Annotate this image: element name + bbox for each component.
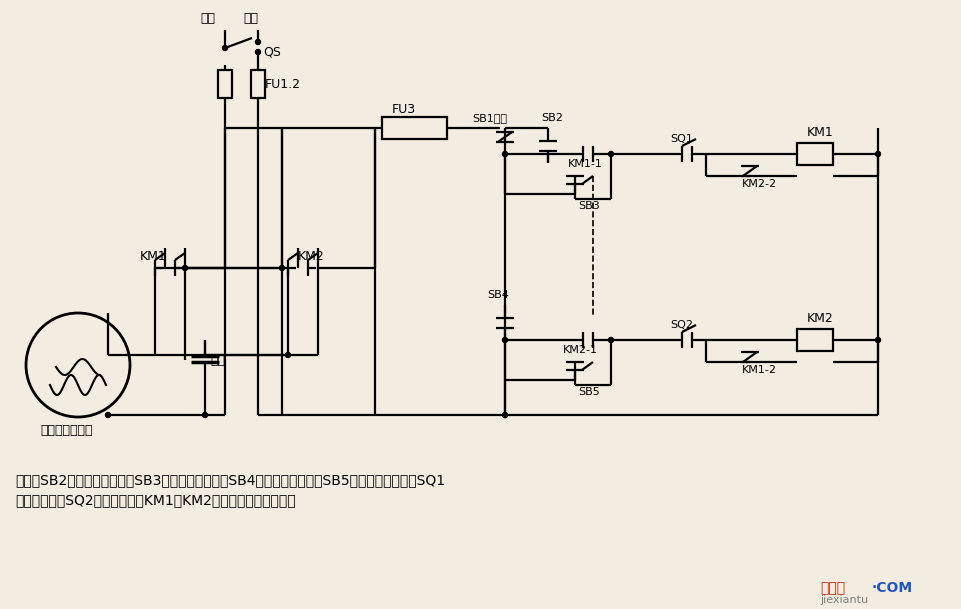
Text: FU3: FU3 <box>391 102 416 116</box>
Bar <box>218 70 232 98</box>
Text: ·COM: ·COM <box>871 581 912 595</box>
Circle shape <box>608 152 613 157</box>
Text: SB5: SB5 <box>578 387 599 397</box>
Text: SB3: SB3 <box>578 201 599 211</box>
Text: SB1停止: SB1停止 <box>472 113 506 123</box>
Text: QS: QS <box>262 46 281 58</box>
Bar <box>796 143 832 165</box>
Circle shape <box>280 266 284 270</box>
Circle shape <box>183 266 187 270</box>
Circle shape <box>502 152 507 157</box>
Text: SQ1: SQ1 <box>669 134 692 144</box>
Text: 为最高限位，SQ2为最低限位。KM1、KM2可用中间继电器代替。: 为最高限位，SQ2为最低限位。KM1、KM2可用中间继电器代替。 <box>15 493 295 507</box>
Text: KM2-2: KM2-2 <box>741 179 776 189</box>
Text: SB2: SB2 <box>540 113 562 123</box>
Bar <box>382 117 447 139</box>
Bar <box>251 70 264 98</box>
Text: KM1: KM1 <box>806 125 833 138</box>
Text: KM1: KM1 <box>140 250 166 262</box>
Text: 说明：SB2为上升启动按鈕，SB3为上升点动按鈕，SB4为下降启动按鈕，SB5为下降点动按鈕；SQ1: 说明：SB2为上升启动按鈕，SB3为上升点动按鈕，SB4为下降启动按鈕，SB5为… <box>15 473 445 487</box>
Circle shape <box>256 49 260 54</box>
Text: KM2: KM2 <box>298 250 325 262</box>
Bar <box>796 329 832 351</box>
Text: KM1-1: KM1-1 <box>567 159 603 169</box>
Circle shape <box>875 337 879 342</box>
Circle shape <box>106 412 111 418</box>
Text: 接线图: 接线图 <box>819 581 845 595</box>
Circle shape <box>502 412 507 418</box>
Text: KM2-1: KM2-1 <box>562 345 598 355</box>
Text: SQ2: SQ2 <box>669 320 692 330</box>
Circle shape <box>202 412 208 418</box>
Text: 火线: 火线 <box>200 12 214 24</box>
Circle shape <box>875 152 879 157</box>
Text: KM2: KM2 <box>806 311 833 325</box>
Circle shape <box>608 337 613 342</box>
Text: 单相电容电动机: 单相电容电动机 <box>40 423 92 437</box>
Circle shape <box>502 337 507 342</box>
Text: 零线: 零线 <box>243 12 258 24</box>
Text: 电容: 电容 <box>209 353 225 367</box>
Text: SB4: SB4 <box>486 290 508 300</box>
Circle shape <box>502 412 507 418</box>
Text: KM1-2: KM1-2 <box>741 365 776 375</box>
Text: FU1.2: FU1.2 <box>264 77 301 91</box>
Circle shape <box>222 46 227 51</box>
Text: jiexiantu: jiexiantu <box>819 595 867 605</box>
Circle shape <box>256 40 260 44</box>
Circle shape <box>285 353 290 357</box>
Circle shape <box>26 313 130 417</box>
